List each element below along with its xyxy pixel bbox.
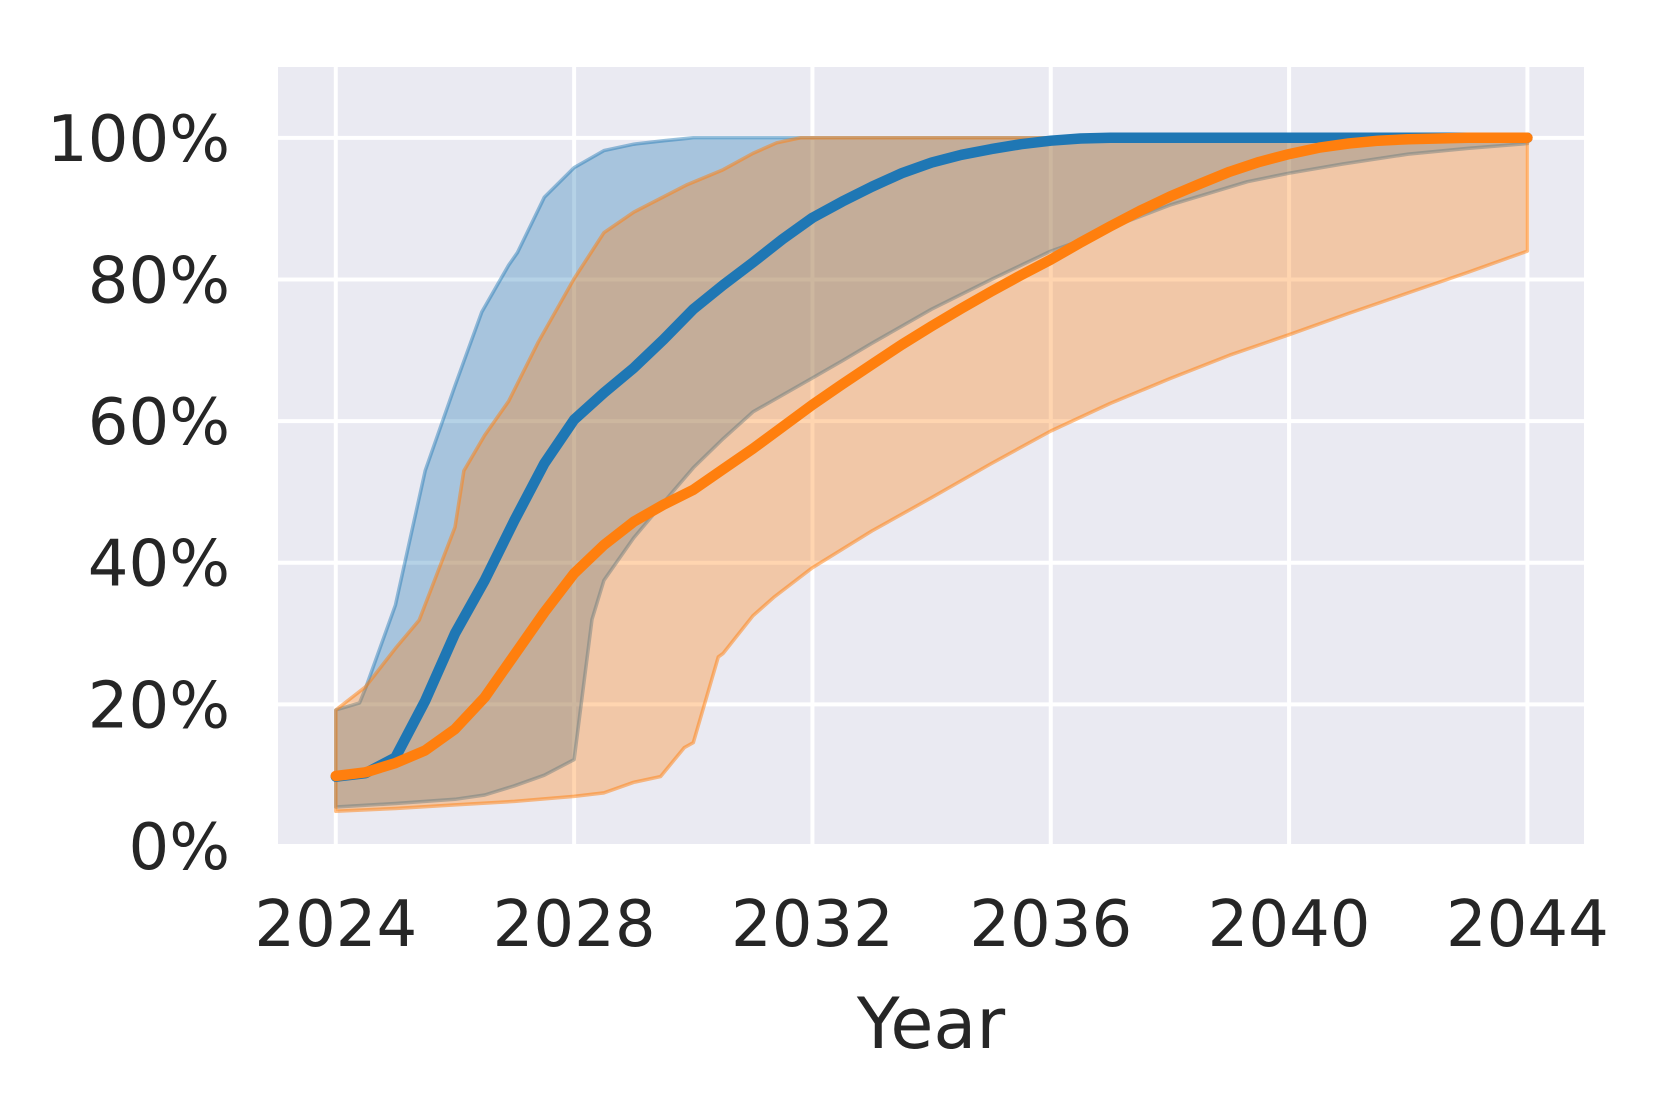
orange-confidence-band bbox=[334, 136, 1530, 814]
y-tick-label: 80% bbox=[88, 244, 230, 318]
x-tick-label: 2036 bbox=[969, 888, 1132, 962]
y-tick-label: 60% bbox=[88, 386, 230, 460]
y-tick-label: 100% bbox=[47, 103, 230, 177]
x-tick-label: 2044 bbox=[1446, 888, 1609, 962]
y-tick-label: 0% bbox=[128, 811, 230, 885]
y-tick-label: 20% bbox=[88, 669, 230, 743]
orange-median-line bbox=[330, 132, 1533, 782]
x-axis-label: Year bbox=[856, 983, 1005, 1065]
blue-median-line bbox=[330, 132, 1533, 782]
x-tick-label: 2024 bbox=[254, 888, 417, 962]
y-tick-label: 40% bbox=[88, 528, 230, 602]
x-tick-label: 2032 bbox=[731, 888, 894, 962]
plot-area bbox=[278, 67, 1584, 846]
x-tick-label: 2028 bbox=[493, 888, 656, 962]
x-tick-label: 2040 bbox=[1208, 888, 1371, 962]
